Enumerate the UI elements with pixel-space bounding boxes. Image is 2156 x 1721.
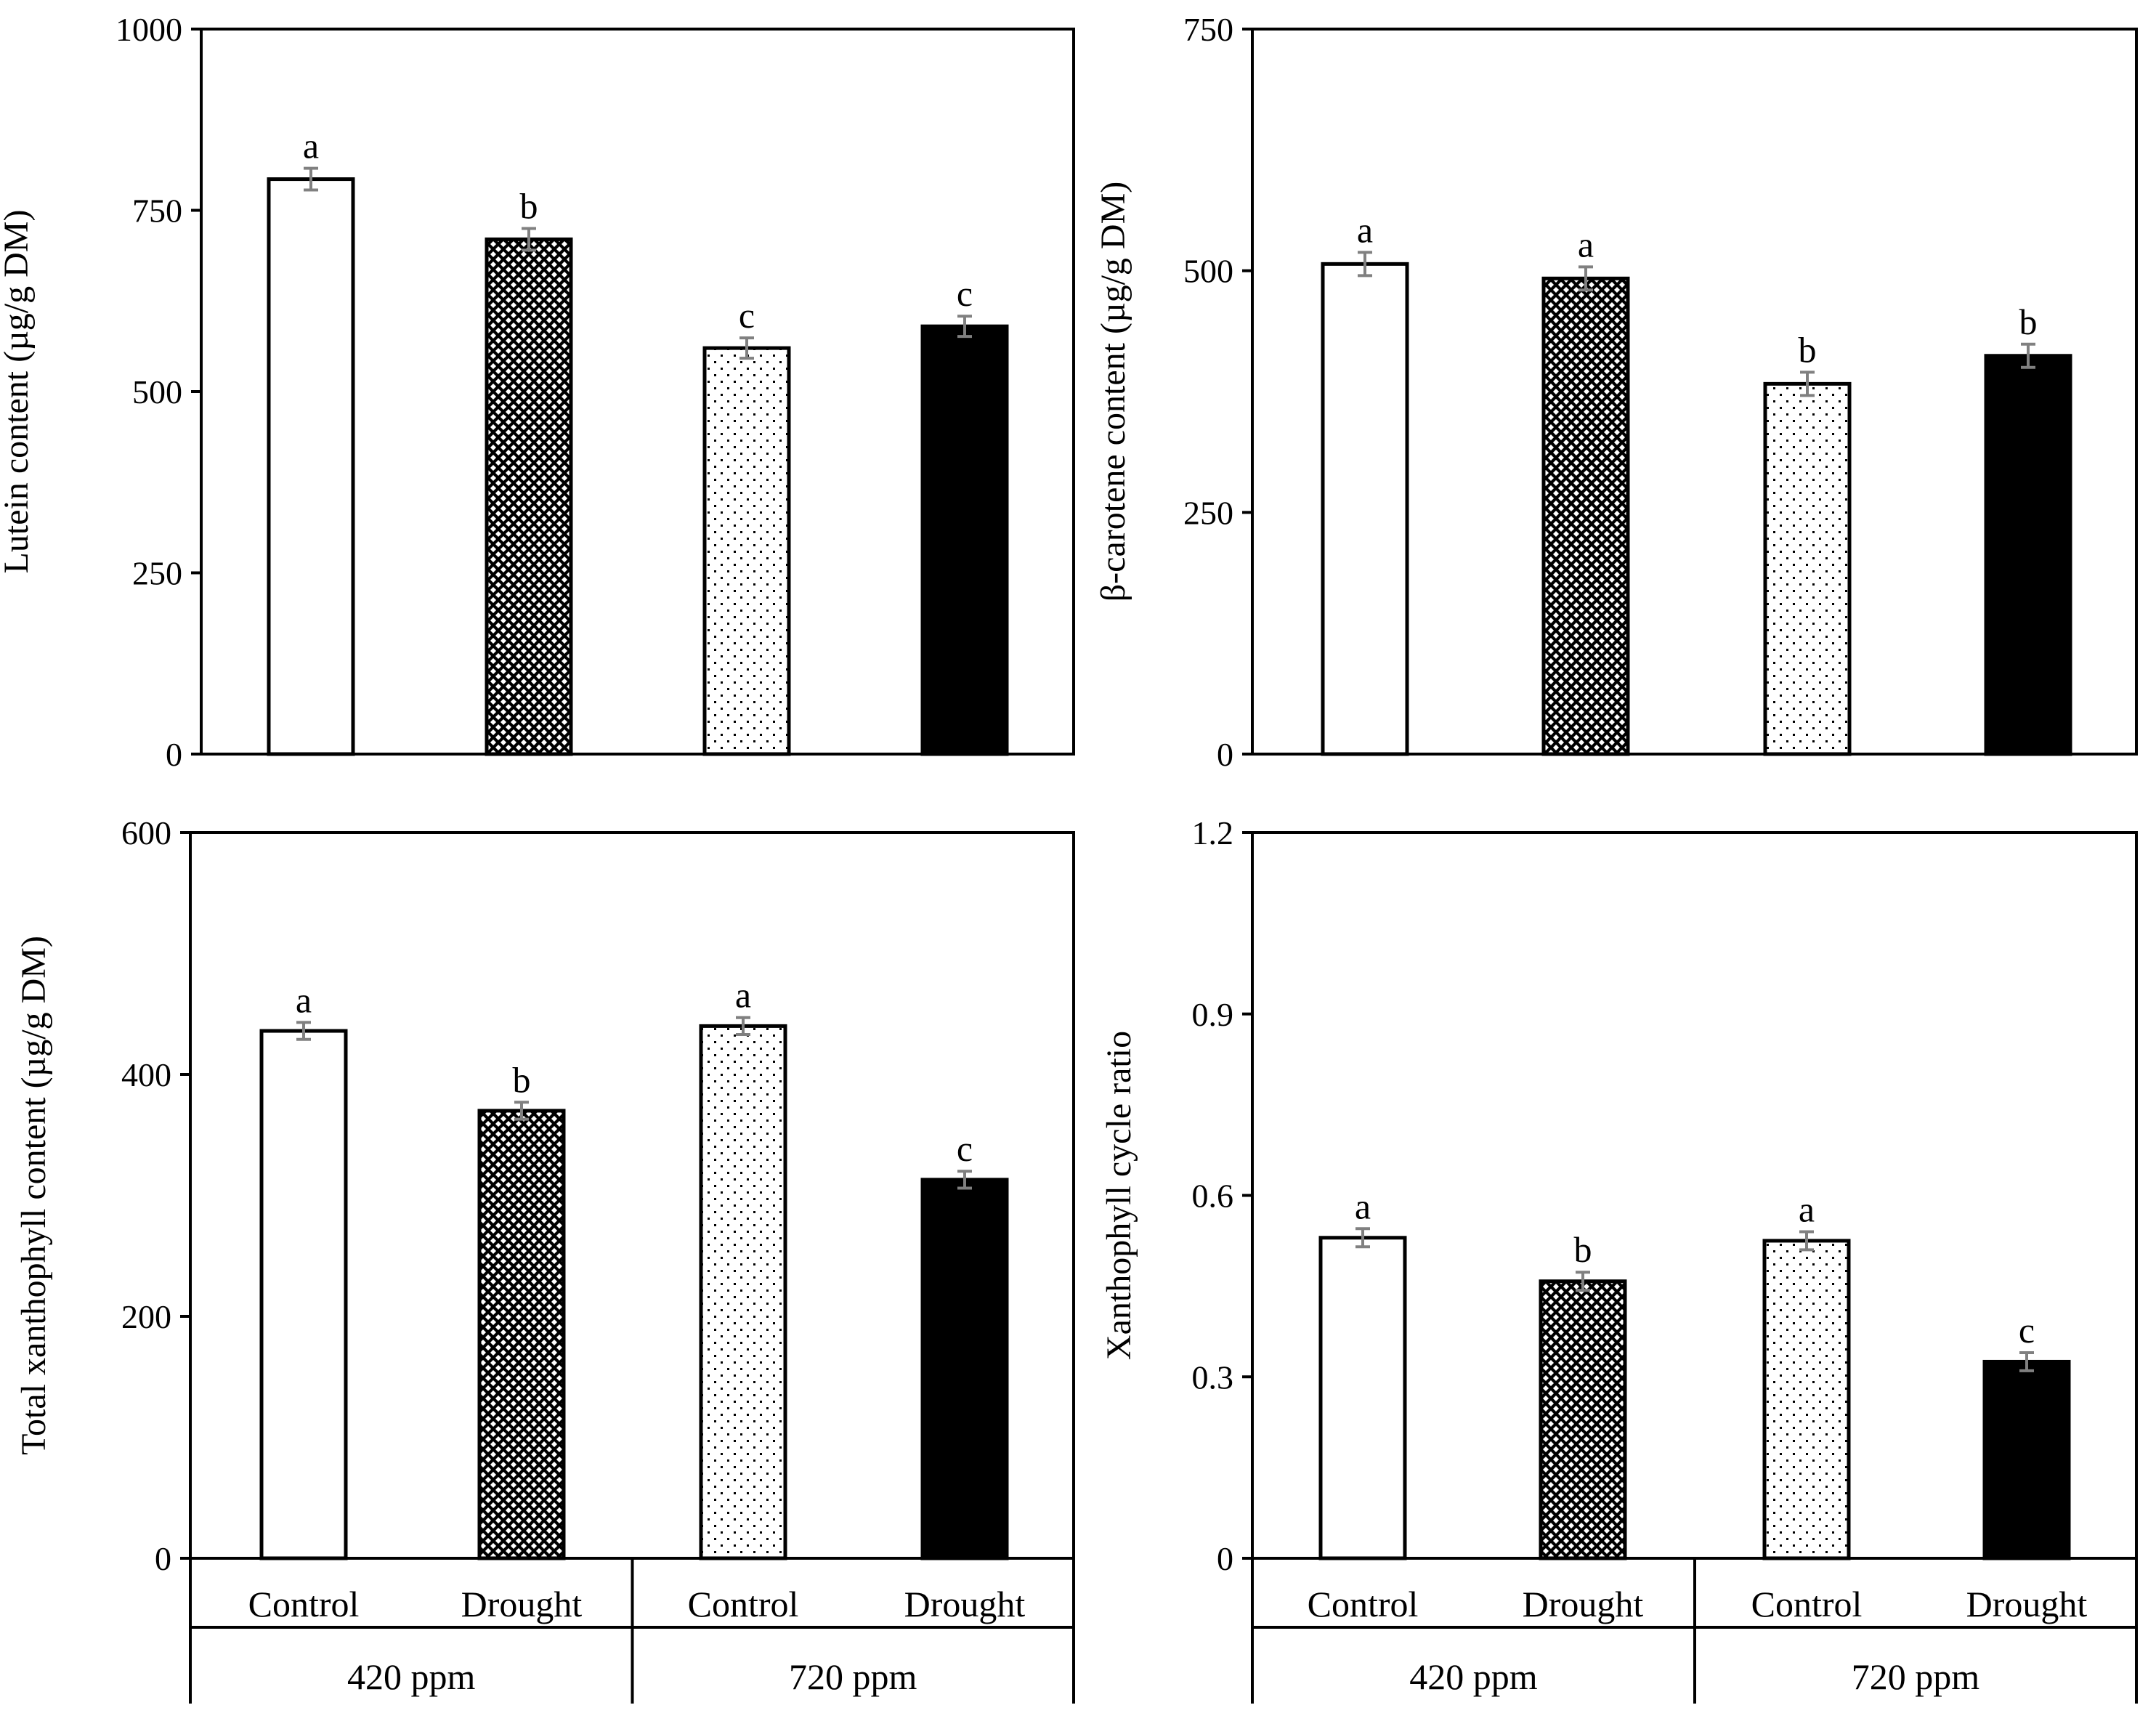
- significance-letter: a: [303, 126, 319, 166]
- bar: [259, 1029, 348, 1560]
- bar: [485, 237, 573, 756]
- x-group-label: 420 ppm: [1409, 1656, 1538, 1697]
- significance-letter: b: [513, 1059, 531, 1100]
- error-bar: [304, 166, 318, 192]
- error-bar: [296, 1021, 311, 1041]
- bar: [1982, 1359, 2071, 1560]
- chart-panel-top-left: 0 250 500 750 1000 Lutein content (µg/g DM) a b…: [0, 11, 1075, 773]
- significance-letter: c: [957, 1128, 973, 1169]
- y-tick-label: 0.6: [1192, 1178, 1234, 1215]
- x-category-label: Drought: [1966, 1584, 2088, 1624]
- bar: [1984, 354, 2072, 756]
- error-bar: [522, 227, 536, 252]
- y-axis-label: Total xanthophyll content (µg/g DM): [15, 936, 53, 1455]
- plot-frame: [1251, 28, 2138, 756]
- error-bar: [1799, 1230, 1814, 1252]
- bar: [267, 177, 355, 756]
- x-group-label: 720 ppm: [1852, 1656, 1980, 1697]
- bar: [1541, 276, 1630, 756]
- significance-letter: a: [1357, 209, 1373, 250]
- x-category-label: Drought: [461, 1584, 583, 1624]
- y-tick-label: 400: [121, 1056, 171, 1093]
- significance-letter: c: [739, 295, 755, 336]
- y-axis-label: Lutein content (µg/g DM): [0, 210, 36, 574]
- significance-letter: b: [2019, 301, 2038, 342]
- error-bar: [957, 1170, 972, 1190]
- bar: [920, 1178, 1009, 1560]
- y-tick-label: 0: [1217, 1540, 1233, 1577]
- y-tick-label: 500: [132, 373, 182, 410]
- x-group-label: 420 ppm: [347, 1656, 476, 1697]
- significance-letter: a: [1355, 1186, 1371, 1226]
- y-tick-label: 0: [155, 1540, 171, 1577]
- chart-panel-top-right: 0 250 500 750 β-carotene content (µg/g DM) a a…: [1094, 11, 2138, 773]
- x-category-label: Control: [1751, 1584, 1863, 1624]
- error-bar: [736, 1016, 750, 1037]
- significance-letter: a: [735, 975, 751, 1016]
- significance-letter: b: [1574, 1229, 1592, 1270]
- y-axis-label: Xanthophyll cycle ratio: [1100, 1031, 1138, 1360]
- error-bar: [2021, 342, 2035, 369]
- error-bar: [739, 336, 754, 360]
- error-bar: [957, 315, 972, 339]
- error-bar: [1578, 265, 1593, 292]
- error-bar: [1358, 251, 1372, 278]
- significance-letter: a: [1799, 1188, 1815, 1229]
- error-bar: [1576, 1271, 1590, 1292]
- y-tick-label: 0: [1217, 736, 1233, 773]
- y-tick-label: 200: [121, 1298, 171, 1335]
- bar: [1539, 1279, 1627, 1560]
- y-tick-label: 1.2: [1192, 814, 1234, 851]
- x-category-label: Control: [1308, 1584, 1419, 1624]
- y-tick-label: 250: [132, 555, 182, 592]
- x-category-label: Control: [688, 1584, 799, 1624]
- significance-letter: a: [296, 979, 312, 1020]
- y-tick-label: 750: [132, 193, 182, 230]
- bar: [1318, 1236, 1407, 1560]
- error-bar: [1800, 370, 1815, 397]
- y-tick-label: 600: [121, 814, 171, 851]
- y-tick-label: 250: [1183, 494, 1233, 531]
- error-bar: [514, 1101, 529, 1121]
- y-axis-label: β-carotene content (µg/g DM): [1094, 182, 1132, 602]
- error-bar: [2019, 1351, 2034, 1372]
- bar: [1321, 262, 1409, 756]
- x-category-label: Drought: [904, 1584, 1026, 1624]
- chart-panel-bottom-left: 0 200 400 600 Total xanthophyll content (µg/…: [15, 814, 1075, 1704]
- significance-letter: b: [520, 185, 538, 226]
- y-tick-label: 500: [1183, 253, 1233, 290]
- y-tick-label: 0: [166, 736, 182, 773]
- y-tick-label: 0.3: [1192, 1358, 1234, 1396]
- y-tick-label: 750: [1183, 11, 1233, 48]
- x-category-label: Control: [248, 1584, 360, 1624]
- significance-letter: a: [1578, 224, 1594, 264]
- error-bar: [1355, 1227, 1370, 1249]
- bar: [1763, 381, 1852, 756]
- bar: [477, 1109, 566, 1560]
- significance-letter: b: [1799, 329, 1817, 370]
- bar: [702, 346, 791, 756]
- bar: [699, 1024, 787, 1560]
- y-tick-label: 1000: [115, 11, 182, 48]
- significance-letter: c: [2019, 1310, 2035, 1351]
- y-tick-label: 0.9: [1192, 996, 1234, 1033]
- bar: [920, 324, 1009, 756]
- bar: [1762, 1239, 1851, 1560]
- x-category-label: Drought: [1523, 1584, 1644, 1624]
- chart-panel-bottom-right: 0 0.3 0.6 0.9 1.2 Xanthophyll cycle ratio a b a c…: [1100, 814, 2138, 1704]
- significance-letter: c: [957, 273, 973, 314]
- x-group-label: 720 ppm: [789, 1656, 917, 1697]
